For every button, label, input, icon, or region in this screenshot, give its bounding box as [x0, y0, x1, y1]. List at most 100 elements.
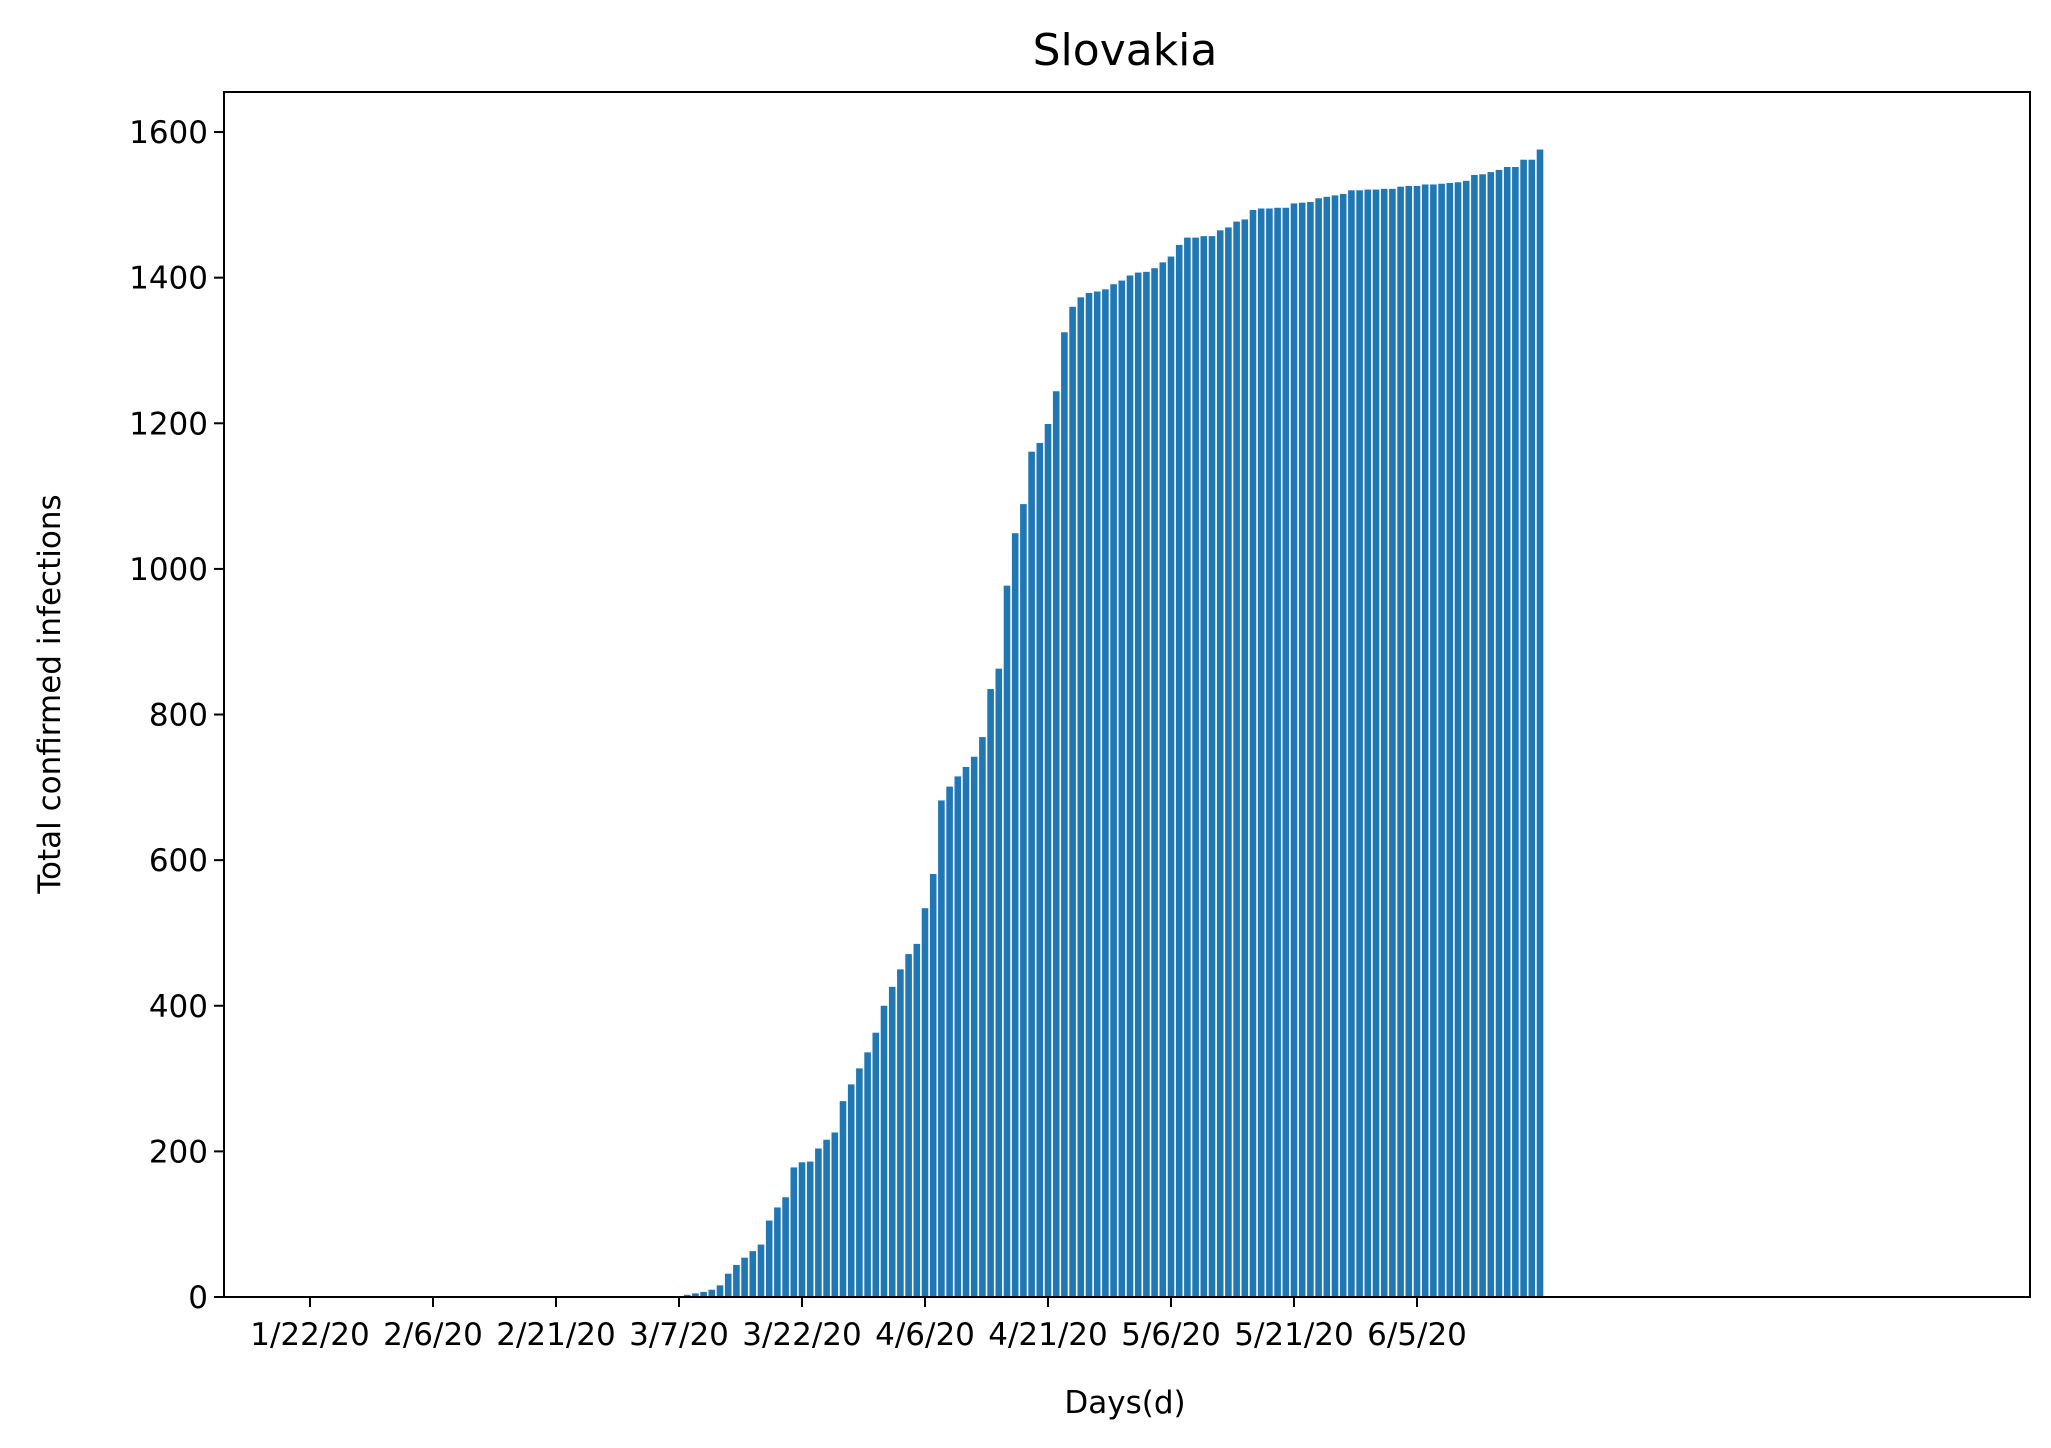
bar: [1536, 149, 1544, 1297]
bar: [1110, 284, 1117, 1298]
bar: [1298, 202, 1306, 1297]
bar: [1495, 169, 1503, 1297]
bar: [1315, 198, 1322, 1297]
bar: [1225, 227, 1232, 1298]
bar: [1184, 237, 1191, 1297]
bar: [913, 943, 921, 1297]
bar: [757, 1244, 765, 1297]
bar: [1118, 280, 1126, 1298]
bar: [839, 1101, 847, 1297]
bar: [1175, 244, 1183, 1297]
bar: [1159, 262, 1167, 1297]
bar: [700, 1291, 707, 1297]
bar: [1052, 391, 1060, 1297]
bar: [1348, 190, 1355, 1297]
bar: [946, 786, 953, 1297]
bar: [921, 908, 929, 1297]
bar: [1036, 442, 1044, 1297]
bar: [749, 1251, 757, 1297]
x-tick-label: 5/21/20: [1234, 1317, 1354, 1353]
bar: [1446, 183, 1454, 1297]
plot-frame: [223, 91, 2031, 1298]
bar: [897, 969, 904, 1297]
bar: [1364, 189, 1372, 1297]
x-tick-label: 5/6/20: [1121, 1317, 1221, 1353]
x-axis-title: Days(d): [1064, 1385, 1185, 1421]
x-tick-label: 2/21/20: [496, 1317, 616, 1353]
bar: [1134, 272, 1142, 1297]
bar: [708, 1289, 716, 1297]
bar: [1020, 504, 1027, 1298]
bar: [1192, 237, 1199, 1297]
bar: [905, 954, 912, 1297]
x-tick-label: 6/5/20: [1367, 1317, 1467, 1353]
bar: [847, 1084, 855, 1297]
bar: [1503, 166, 1511, 1298]
bar: [765, 1220, 773, 1297]
bar: [979, 737, 986, 1297]
y-tick-label: 1200: [129, 406, 208, 442]
bar: [1028, 451, 1035, 1297]
bar: [1290, 203, 1298, 1297]
bar: [1323, 196, 1331, 1298]
bar: [1282, 207, 1290, 1297]
y-tick-label: 0: [188, 1280, 208, 1316]
bar: [970, 756, 978, 1297]
bar: [962, 766, 970, 1297]
bar: [1405, 185, 1413, 1297]
bar: [1069, 306, 1076, 1297]
bar: [716, 1285, 724, 1297]
y-tick-label: 600: [149, 843, 208, 879]
bar: [1077, 297, 1085, 1297]
bar: [823, 1139, 830, 1297]
bar: [1044, 424, 1052, 1297]
bar: [880, 1005, 888, 1297]
y-tick-label: 400: [149, 989, 208, 1025]
bars-group: [675, 149, 1544, 1298]
bar: [1389, 188, 1396, 1298]
bar: [1143, 271, 1150, 1298]
bar: [1093, 291, 1101, 1297]
bar: [1151, 268, 1158, 1298]
bar: [806, 1161, 814, 1297]
x-tick-label: 4/6/20: [875, 1317, 975, 1353]
bar: [1126, 275, 1134, 1298]
bar: [790, 1167, 798, 1297]
bar: [1462, 180, 1470, 1298]
bar: [692, 1293, 699, 1297]
y-axis: 0 200 400 600 800 1000 1200 1400 1600: [129, 115, 224, 1316]
bar: [1339, 193, 1347, 1298]
bar: [1397, 186, 1404, 1297]
bar: [1438, 183, 1445, 1298]
bar: [741, 1257, 748, 1297]
bar: [1208, 236, 1216, 1297]
x-tick-label: 3/7/20: [629, 1317, 729, 1353]
bar: [1372, 189, 1380, 1297]
bar: [864, 1052, 871, 1297]
x-tick-label: 1/22/20: [250, 1317, 370, 1353]
x-axis: 1/22/20 2/6/20 2/21/20 3/7/20 3/22/20 4/6/20 4…: [250, 1297, 1467, 1353]
bar: [1430, 184, 1437, 1298]
bar: [1487, 172, 1495, 1298]
bar: [1380, 188, 1388, 1298]
bar: [1356, 190, 1363, 1297]
bar: [798, 1162, 806, 1297]
bar: [733, 1264, 740, 1297]
bar: [954, 776, 962, 1297]
bar: [724, 1273, 732, 1297]
x-tick-label: 4/21/20: [988, 1317, 1108, 1353]
bar: [1241, 219, 1249, 1297]
bar: [683, 1294, 691, 1297]
bar: [1331, 195, 1339, 1297]
bar: [815, 1148, 822, 1297]
bar: [1200, 236, 1208, 1297]
bar: [1421, 184, 1429, 1298]
bar: [888, 986, 896, 1297]
bar: [872, 1032, 880, 1297]
bar: [774, 1207, 781, 1297]
bar: [995, 668, 1003, 1297]
y-tick-label: 800: [149, 698, 208, 734]
y-tick-label: 1000: [129, 552, 208, 588]
bar: [1011, 533, 1019, 1297]
